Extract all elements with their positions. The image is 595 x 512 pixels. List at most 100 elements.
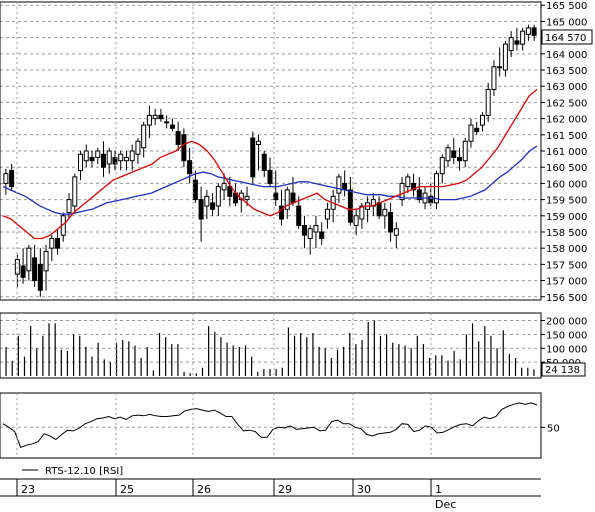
candle-body	[307, 228, 313, 239]
candle-body	[198, 199, 204, 220]
price-candle	[399, 176, 405, 207]
candle-body	[445, 147, 451, 162]
candle-body	[192, 179, 198, 201]
price-candle	[3, 168, 9, 195]
candle-body	[164, 121, 170, 124]
price-y-tick-label: 161 500	[546, 131, 587, 142]
price-candle	[89, 151, 95, 168]
candle-body	[3, 173, 9, 184]
candle-body	[451, 150, 457, 158]
x-axis-tick-label: 29	[278, 483, 292, 496]
candle-body	[256, 140, 262, 146]
candle-body	[485, 88, 491, 116]
last-price-value: 164 570	[545, 33, 586, 44]
price-candle	[479, 112, 485, 132]
candle-body	[290, 192, 296, 204]
price-candle	[491, 60, 497, 96]
candle-body	[462, 140, 468, 162]
price-y-tick-label: 164 000	[546, 50, 587, 61]
candle-body	[411, 182, 417, 191]
candle-body	[416, 189, 422, 201]
candle-body	[169, 124, 175, 129]
price-candle	[525, 24, 531, 41]
candle-body	[152, 114, 158, 120]
candle-body	[55, 237, 61, 249]
rsi-y-axis: 50	[541, 423, 560, 434]
price-candle	[451, 138, 457, 164]
candle-body	[158, 114, 164, 120]
price-y-tick-label: 165 000	[546, 17, 587, 28]
price-y-tick-label: 157 500	[546, 260, 587, 271]
price-candle	[26, 244, 32, 281]
volume-y-tick-label: 150 000	[546, 330, 587, 341]
price-candle	[204, 189, 210, 220]
price-y-tick-label: 158 000	[546, 244, 587, 255]
price-candle	[319, 222, 325, 245]
rsi-legend-label: RTS-12.10 [RSI]	[45, 466, 123, 477]
candle-body	[278, 205, 284, 220]
candle-body	[129, 150, 135, 162]
price-y-tick-label: 160 500	[546, 163, 587, 174]
price-candle	[227, 176, 233, 207]
candle-body	[399, 182, 405, 201]
candle-body	[37, 263, 43, 291]
price-candle	[347, 176, 353, 226]
last-volume-box	[541, 362, 586, 377]
price-candle	[520, 27, 526, 51]
candle-body	[20, 265, 26, 278]
candle-body	[405, 176, 411, 188]
candle-body	[221, 182, 227, 191]
price-candle	[83, 144, 89, 168]
price-candle	[198, 186, 204, 242]
candle-body	[393, 228, 399, 236]
candle-body	[118, 153, 124, 162]
candle-body	[353, 215, 359, 226]
price-candle	[135, 138, 141, 164]
price-y-tick-label: 158 500	[546, 228, 587, 239]
candle-body	[83, 150, 89, 162]
candle-body	[106, 150, 112, 165]
volume-y-tick-label: 200 000	[546, 317, 587, 328]
price-candle	[152, 108, 158, 126]
price-candle	[95, 147, 101, 164]
last-volume-value: 24 138	[545, 365, 580, 376]
price-candle	[382, 202, 388, 229]
price-candle	[158, 108, 164, 122]
x-axis-tick-label: 26	[197, 483, 211, 496]
rsi-panel-frame	[0, 392, 542, 459]
candle-body	[135, 140, 141, 155]
candle-body	[382, 208, 388, 217]
price-candle	[256, 134, 262, 171]
candle-body	[123, 156, 129, 162]
price-candle	[278, 189, 284, 226]
candle-body	[210, 202, 216, 210]
candle-body	[78, 153, 84, 171]
price-candle	[324, 202, 330, 229]
price-candle	[284, 186, 290, 220]
candle-body	[112, 156, 118, 165]
candle-body	[9, 169, 15, 188]
candle-body	[250, 137, 256, 178]
rsi-panel: 50 RTS-12.10 [RSI]	[0, 392, 560, 477]
candle-body	[95, 150, 101, 158]
candle-body	[301, 225, 307, 236]
price-candle	[307, 225, 313, 255]
price-candle	[192, 170, 198, 203]
price-candle	[250, 131, 256, 184]
candle-body	[525, 27, 531, 35]
price-y-tick-label: 165 500	[546, 1, 587, 12]
price-y-tick-label: 157 000	[546, 277, 587, 288]
price-y-tick-label: 162 500	[546, 98, 587, 109]
price-candle	[175, 121, 181, 151]
price-candle	[9, 163, 15, 190]
price-candle	[49, 235, 55, 262]
candle-body	[66, 199, 72, 214]
candle-body	[227, 186, 233, 197]
price-candle	[118, 151, 124, 171]
price-y-tick-label: 161 000	[546, 147, 587, 158]
candle-body	[244, 195, 250, 201]
x-axis-tick-label: 25	[120, 483, 134, 496]
price-candle	[129, 144, 135, 171]
x-axis: 23 25 26 29 30 1 Dec	[0, 2, 541, 511]
